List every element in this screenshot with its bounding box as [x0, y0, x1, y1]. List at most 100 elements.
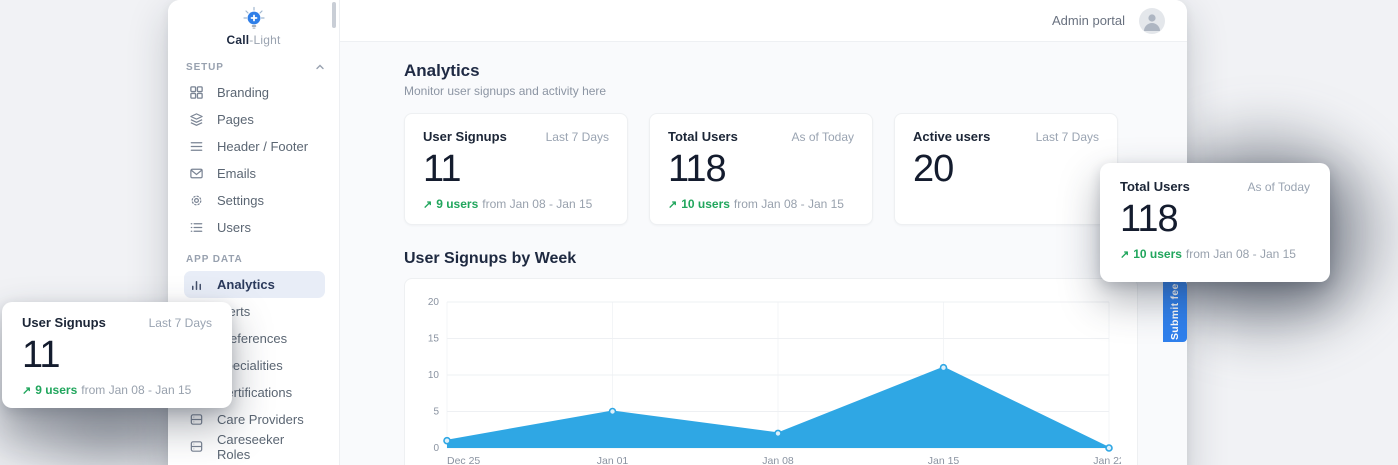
stat-card-active-users: Active users Last 7 Days 20 [894, 113, 1118, 225]
sidebar-scrollbar[interactable] [332, 2, 336, 28]
trend-value: 9 users [35, 383, 78, 397]
section-label: SETUP [186, 61, 224, 73]
mail-icon [188, 166, 204, 182]
trend-value: 10 users [681, 197, 730, 211]
user-avatar[interactable] [1139, 7, 1165, 34]
gear-icon [188, 193, 204, 209]
svg-text:5: 5 [433, 407, 439, 418]
svg-text:20: 20 [428, 297, 440, 308]
chart-section-title: User Signups by Week [404, 250, 577, 267]
sidebar-item-label: Settings [217, 193, 264, 208]
brand-name-bold: Call [226, 32, 250, 47]
trend-value: 9 users [436, 197, 479, 211]
trend-up-icon: ↗ [668, 198, 678, 211]
stat-cards-row: User Signups Last 7 Days 11 ↗ 9 users fr… [404, 113, 1118, 225]
sidebar-section-setup: SETUP [184, 55, 325, 79]
svg-text:15: 15 [428, 334, 440, 345]
trend-range: from Jan 08 - Jan 15 [482, 197, 593, 211]
trend-range: from Jan 08 - Jan 15 [1185, 247, 1296, 261]
sidebar-item-label: Pages [217, 112, 254, 127]
brand-logo: Call-Light [168, 0, 339, 47]
brand-name: Call-Light [226, 33, 280, 47]
sidebar-item-label: Analytics [217, 277, 275, 292]
sidebar-item-label: Branding [217, 85, 270, 100]
stat-card-period: Last 7 Days [545, 130, 609, 144]
sidebar-item-users[interactable]: Users [184, 214, 325, 241]
sidebar-item-branding[interactable]: Branding [184, 79, 325, 106]
chevron-up-icon[interactable] [315, 62, 325, 72]
stat-card-title: Total Users [668, 129, 738, 144]
page-title: Analytics [404, 61, 480, 80]
stat-card-title: Total Users [1120, 179, 1190, 194]
layers-icon [188, 112, 204, 128]
lightbulb-logo-icon [241, 6, 267, 32]
stat-card-title: User Signups [423, 129, 507, 144]
stat-card-period: Last 7 Days [1035, 130, 1099, 144]
database-icon [188, 439, 204, 455]
stat-card-total-users: Total Users As of Today 118 ↗ 10 users f… [649, 113, 873, 225]
trend-up-icon: ↗ [1120, 248, 1130, 261]
stat-card-trend: ↗ 9 users from Jan 08 - Jan 15 [423, 197, 609, 211]
sidebar-item-label: Care Providers [217, 412, 304, 427]
trend-up-icon: ↗ [423, 198, 433, 211]
stat-card-value: 20 [913, 148, 954, 190]
sidebar-item-careseeker-roles[interactable]: Careseeker Roles [184, 431, 325, 462]
top-bar: Admin portal [340, 0, 1187, 42]
svg-text:Jan 15: Jan 15 [928, 455, 960, 465]
sidebar-item-analytics[interactable]: Analytics [184, 271, 325, 298]
stat-card-trend: ↗ 10 users from Jan 08 - Jan 15 [1120, 247, 1310, 261]
sidebar-section-app-data: APP DATA [184, 247, 325, 271]
main-area: Admin portal Analytics Monitor user sign… [340, 0, 1187, 465]
floating-card-user-signups[interactable]: User Signups Last 7 Days 11 ↗ 9 users fr… [2, 302, 232, 408]
trend-range: from Jan 08 - Jan 15 [733, 197, 844, 211]
sidebar-item-label: Specialities [217, 358, 283, 373]
database-icon [188, 412, 204, 428]
stat-card-title: User Signups [22, 315, 106, 330]
sidebar-item-pages[interactable]: Pages [184, 106, 325, 133]
brand-name-light: -Light [249, 32, 281, 47]
sidebar-item-label: Emails [217, 166, 257, 181]
stat-card-title: Active users [913, 129, 991, 144]
sidebar-item-label: Preferences [217, 331, 288, 346]
list-icon [188, 220, 204, 236]
signups-chart-card: 0 5 10 15 20 Dec 25 Jan 01 Jan 08 Jan 15 Jan 22 [404, 278, 1138, 465]
stat-card-period: As of Today [791, 130, 854, 144]
admin-portal-label: Admin portal [1052, 13, 1125, 28]
stat-card-value: 11 [423, 148, 461, 190]
sidebar-item-label: Users [217, 220, 251, 235]
stat-card-user-signups: User Signups Last 7 Days 11 ↗ 9 users fr… [404, 113, 628, 225]
submit-feedback-button[interactable]: Submit fee [1163, 281, 1187, 342]
svg-text:Jan 22: Jan 22 [1093, 455, 1121, 465]
stat-card-period: Last 7 Days [148, 316, 212, 330]
sidebar-item-label: Careseeker Roles [217, 431, 285, 462]
bar-chart-icon [188, 277, 204, 293]
stat-card-value: 11 [22, 334, 60, 376]
trend-value: 10 users [1133, 247, 1182, 261]
sidebar-nav: SETUP Branding Pages [168, 47, 339, 462]
svg-text:Jan 01: Jan 01 [597, 455, 629, 465]
stat-card-trend: ↗ 9 users from Jan 08 - Jan 15 [22, 383, 212, 397]
sidebar-item-settings[interactable]: Settings [184, 187, 325, 214]
trend-up-icon: ↗ [22, 384, 32, 397]
svg-text:10: 10 [428, 370, 440, 381]
rows-icon [188, 139, 204, 155]
stat-card-value: 118 [668, 148, 727, 190]
stat-card-period: As of Today [1247, 180, 1310, 194]
svg-text:0: 0 [433, 443, 439, 454]
stat-card-trend: ↗ 10 users from Jan 08 - Jan 15 [668, 197, 854, 211]
page-subtitle: Monitor user signups and activity here [404, 84, 607, 98]
section-label: APP DATA [186, 253, 243, 265]
sidebar-item-header-footer[interactable]: Header / Footer [184, 133, 325, 160]
trend-range: from Jan 08 - Jan 15 [81, 383, 192, 397]
analytics-page: Analytics Monitor user signups and activ… [340, 42, 1187, 465]
grid-icon [188, 85, 204, 101]
floating-card-total-users[interactable]: Total Users As of Today 118 ↗ 10 users f… [1100, 163, 1330, 282]
sidebar-item-emails[interactable]: Emails [184, 160, 325, 187]
svg-text:Jan 08: Jan 08 [762, 455, 794, 465]
signups-area-chart: 0 5 10 15 20 Dec 25 Jan 01 Jan 08 Jan 15 Jan 22 [428, 297, 1121, 465]
sidebar-item-label: Header / Footer [217, 139, 309, 154]
stat-card-value: 118 [1120, 198, 1179, 240]
svg-text:Dec 25: Dec 25 [447, 455, 480, 465]
sidebar-item-care-providers[interactable]: Care Providers [184, 406, 325, 433]
